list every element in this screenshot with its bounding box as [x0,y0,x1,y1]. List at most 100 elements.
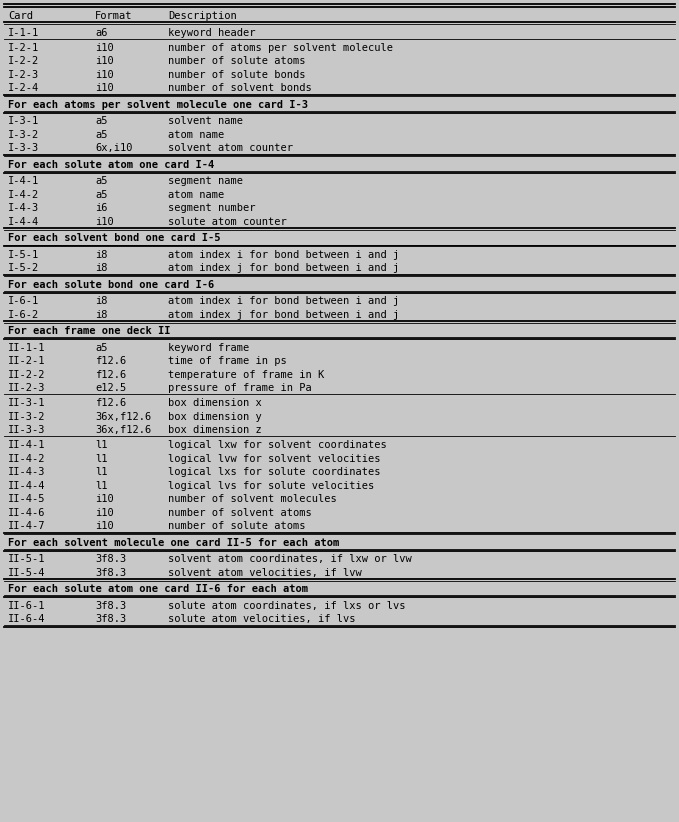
Text: II-3-3: II-3-3 [8,425,45,435]
Text: number of solvent molecules: number of solvent molecules [168,494,337,504]
Text: keyword header: keyword header [168,27,255,38]
Text: number of solute bonds: number of solute bonds [168,70,306,80]
Text: II-3-1: II-3-1 [8,398,45,408]
Text: II-2-1: II-2-1 [8,356,45,366]
Text: II-4-2: II-4-2 [8,454,45,464]
Text: a5: a5 [95,176,107,186]
Text: atom index j for bond between i and j: atom index j for bond between i and j [168,263,399,273]
Text: f12.6: f12.6 [95,370,126,380]
Text: solvent atom coordinates, if lxw or lvw: solvent atom coordinates, if lxw or lvw [168,554,411,564]
Text: II-6-4: II-6-4 [8,614,45,624]
Text: i8: i8 [95,263,107,273]
Text: number of solvent atoms: number of solvent atoms [168,507,312,518]
Text: l1: l1 [95,440,107,450]
Text: I-4-1: I-4-1 [8,176,39,186]
Text: i10: i10 [95,521,114,531]
Text: number of solvent bonds: number of solvent bonds [168,83,312,93]
Text: l1: l1 [95,454,107,464]
Text: box dimension x: box dimension x [168,398,261,408]
Text: solute atom counter: solute atom counter [168,216,287,227]
Text: II-6-1: II-6-1 [8,601,45,611]
Text: II-4-4: II-4-4 [8,481,45,491]
Text: 3f8.3: 3f8.3 [95,601,126,611]
Text: For each solvent molecule one card II-5 for each atom: For each solvent molecule one card II-5 … [8,538,340,547]
Text: atom index i for bond between i and j: atom index i for bond between i and j [168,250,399,260]
Text: Description: Description [168,11,237,21]
Text: a5: a5 [95,343,107,353]
Text: Format: Format [95,11,132,21]
Text: 3f8.3: 3f8.3 [95,614,126,624]
Text: I-2-1: I-2-1 [8,43,39,53]
Text: I-5-1: I-5-1 [8,250,39,260]
Text: solute atom velocities, if lvs: solute atom velocities, if lvs [168,614,356,624]
Text: II-2-2: II-2-2 [8,370,45,380]
Text: I-6-2: I-6-2 [8,310,39,320]
Text: 36x,f12.6: 36x,f12.6 [95,425,151,435]
Text: number of solute atoms: number of solute atoms [168,521,306,531]
Text: number of atoms per solvent molecule: number of atoms per solvent molecule [168,43,393,53]
Text: Card: Card [8,11,33,21]
Text: II-4-1: II-4-1 [8,440,45,450]
Text: I-4-2: I-4-2 [8,190,39,200]
Text: II-3-2: II-3-2 [8,412,45,422]
Text: i10: i10 [95,70,114,80]
Text: II-4-3: II-4-3 [8,467,45,477]
Text: 3f8.3: 3f8.3 [95,567,126,578]
Text: I-4-3: I-4-3 [8,203,39,213]
Text: I-6-1: I-6-1 [8,296,39,306]
Text: atom index i for bond between i and j: atom index i for bond between i and j [168,296,399,306]
Text: keyword frame: keyword frame [168,343,249,353]
Text: segment number: segment number [168,203,255,213]
Text: f12.6: f12.6 [95,398,126,408]
Text: f12.6: f12.6 [95,356,126,366]
Text: i8: i8 [95,250,107,260]
Text: II-2-3: II-2-3 [8,383,45,393]
Text: solvent atom velocities, if lvw: solvent atom velocities, if lvw [168,567,362,578]
Text: logical lvw for solvent velocities: logical lvw for solvent velocities [168,454,380,464]
Text: logical lxs for solute coordinates: logical lxs for solute coordinates [168,467,380,477]
Text: For each solute bond one card I-6: For each solute bond one card I-6 [8,279,215,289]
Text: For each atoms per solvent molecule one card I-3: For each atoms per solvent molecule one … [8,99,308,109]
Text: i10: i10 [95,507,114,518]
Text: temperature of frame in K: temperature of frame in K [168,370,325,380]
Text: II-4-6: II-4-6 [8,507,45,518]
Text: box dimension y: box dimension y [168,412,261,422]
Text: i8: i8 [95,296,107,306]
Text: II-1-1: II-1-1 [8,343,45,353]
Text: segment name: segment name [168,176,243,186]
Text: I-2-3: I-2-3 [8,70,39,80]
Text: atom index j for bond between i and j: atom index j for bond between i and j [168,310,399,320]
Text: i6: i6 [95,203,107,213]
Text: atom name: atom name [168,130,224,140]
Text: i10: i10 [95,494,114,504]
Text: 36x,f12.6: 36x,f12.6 [95,412,151,422]
Text: logical lxw for solvent coordinates: logical lxw for solvent coordinates [168,440,387,450]
Text: For each frame one deck II: For each frame one deck II [8,326,170,336]
Text: 6x,i10: 6x,i10 [95,143,132,153]
Text: I-3-2: I-3-2 [8,130,39,140]
Text: number of solute atoms: number of solute atoms [168,56,306,66]
Text: solvent atom counter: solvent atom counter [168,143,293,153]
Text: II-4-7: II-4-7 [8,521,45,531]
Text: I-3-1: I-3-1 [8,116,39,126]
Text: l1: l1 [95,467,107,477]
Text: I-3-3: I-3-3 [8,143,39,153]
Text: I-1-1: I-1-1 [8,27,39,38]
Text: l1: l1 [95,481,107,491]
Text: a6: a6 [95,27,107,38]
Text: I-4-4: I-4-4 [8,216,39,227]
Text: e12.5: e12.5 [95,383,126,393]
Text: solute atom coordinates, if lxs or lvs: solute atom coordinates, if lxs or lvs [168,601,405,611]
Text: logical lvs for solute velocities: logical lvs for solute velocities [168,481,374,491]
Text: i8: i8 [95,310,107,320]
Text: time of frame in ps: time of frame in ps [168,356,287,366]
Text: i10: i10 [95,43,114,53]
Text: pressure of frame in Pa: pressure of frame in Pa [168,383,312,393]
Text: a5: a5 [95,190,107,200]
Text: solvent name: solvent name [168,116,243,126]
Text: i10: i10 [95,83,114,93]
Text: a5: a5 [95,116,107,126]
Text: II-4-5: II-4-5 [8,494,45,504]
Text: I-2-4: I-2-4 [8,83,39,93]
Text: For each solute atom one card I-4: For each solute atom one card I-4 [8,159,215,169]
